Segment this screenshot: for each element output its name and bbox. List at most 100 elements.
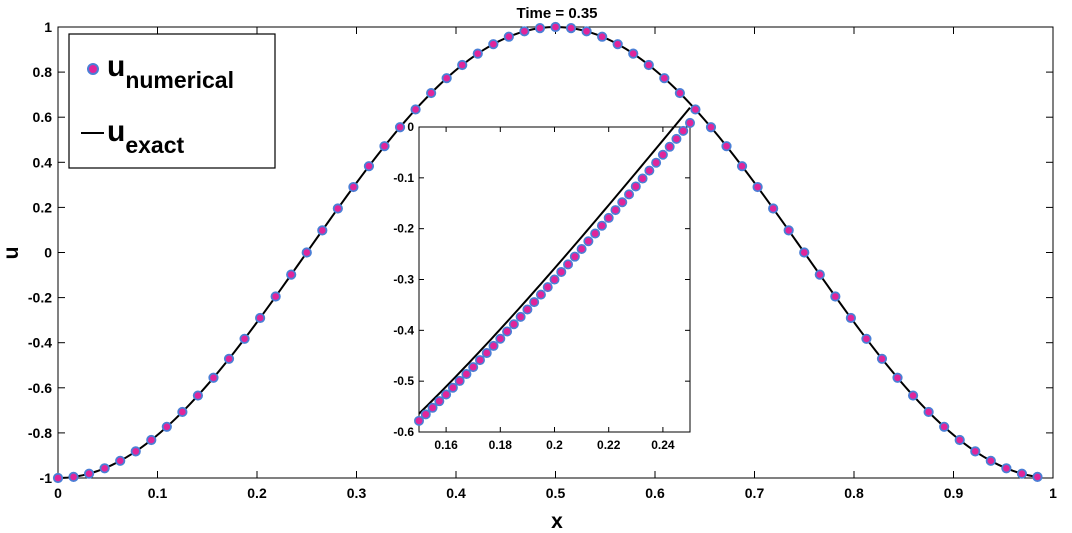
inset-x-tick-label: 0.2 <box>546 438 563 452</box>
inset-numerical-point <box>508 319 519 330</box>
numerical-point <box>270 291 281 302</box>
inset-numerical-point <box>678 125 689 136</box>
numerical-point <box>363 161 375 172</box>
inset-numerical-point <box>454 375 465 386</box>
inset-y-tick-label: 0 <box>407 120 414 134</box>
inset-numerical-point <box>603 212 614 223</box>
numerical-point <box>861 333 872 344</box>
numerical-point <box>923 406 934 418</box>
numerical-point <box>581 26 592 37</box>
inset-numerical-point <box>630 181 641 192</box>
numerical-point <box>1016 468 1028 479</box>
numerical-point <box>830 291 841 302</box>
numerical-point <box>597 31 608 42</box>
inset-numerical-point <box>644 165 655 176</box>
numerical-point <box>845 312 856 324</box>
inset-exact-line <box>418 107 691 415</box>
legend: unumerical uexact <box>68 33 276 169</box>
inset-numerical-point <box>684 117 695 128</box>
numerical-point <box>970 446 981 457</box>
inset-x-tick-label: 0.22 <box>597 438 621 452</box>
x-tick-label: 0.9 <box>944 485 964 501</box>
inset-numerical-point <box>563 259 574 270</box>
inset-numerical-point <box>529 297 540 308</box>
y-tick-label: 1 <box>44 19 52 35</box>
numerical-point <box>223 353 235 364</box>
numerical-point <box>472 48 483 59</box>
numerical-point <box>892 372 903 383</box>
y-tick-label: 0.6 <box>33 109 53 125</box>
inset-numerical-point <box>610 205 621 216</box>
inset-numerical-point <box>420 409 431 420</box>
numerical-point <box>161 421 172 432</box>
inset-numerical-point <box>427 402 438 413</box>
numerical-point <box>457 59 468 71</box>
x-tick-label: 0.3 <box>347 485 367 501</box>
inset-x-tick-label: 0.24 <box>651 438 675 452</box>
numerical-point <box>301 247 312 258</box>
y-tick-label: -1 <box>40 470 53 486</box>
inset-numerical-point <box>637 173 648 184</box>
inset-numerical-point <box>664 141 675 152</box>
numerical-point <box>954 434 965 446</box>
numerical-point <box>1001 463 1012 474</box>
inset-numerical-point <box>481 348 492 359</box>
inset-ticks: 0.16 0.18 0.2 0.22 0.24 -0.6 -0.5 -0.4 -0.3 -0.2 -… <box>393 120 690 452</box>
y-tick-label: 0.2 <box>33 199 53 215</box>
numerical-point <box>705 122 717 133</box>
numerical-point <box>752 181 763 193</box>
numerical-point <box>379 141 390 152</box>
y-tick-label: -0.2 <box>28 290 52 306</box>
numerical-point <box>99 463 110 474</box>
inset-numerical-point <box>413 415 424 426</box>
x-tick-label: 0.1 <box>148 485 168 501</box>
numerical-point <box>426 87 437 99</box>
numerical-point <box>503 31 514 42</box>
numerical-point <box>721 141 732 152</box>
inset-numerical-point <box>502 326 513 337</box>
inset-numerical-point <box>461 369 472 380</box>
numerical-point <box>68 471 79 483</box>
legend-numerical-marker <box>87 63 99 75</box>
y-tick-label: 0.4 <box>33 154 53 170</box>
inset-y-tick-label: -0.1 <box>393 171 414 185</box>
numerical-point <box>907 390 919 401</box>
numerical-point <box>565 22 577 34</box>
inset-numerical-point <box>542 282 553 293</box>
numerical-point <box>550 21 561 33</box>
y-tick-label: -0.6 <box>28 380 52 396</box>
inset-numerical-point <box>522 304 533 315</box>
x-tick-label: 0.7 <box>745 485 765 501</box>
numerical-point <box>146 434 157 446</box>
inset-numerical-point <box>569 251 580 262</box>
inset-numerical-point <box>583 236 594 247</box>
numerical-point <box>534 22 546 34</box>
inset-numerical-point <box>576 243 587 254</box>
inset-numerical-point <box>434 396 445 407</box>
inset-y-tick-label: -0.5 <box>393 374 414 388</box>
x-tick-label: 0.5 <box>546 485 566 501</box>
inset-y-tick-label: -0.2 <box>393 222 414 236</box>
numerical-point <box>286 269 297 280</box>
numerical-point <box>208 372 219 383</box>
x-tick-label: 1 <box>1049 485 1057 501</box>
numerical-point <box>783 225 794 236</box>
x-tick-label: 0 <box>54 485 62 501</box>
inset-numerical-point <box>488 340 499 351</box>
inset-x-tick-label: 0.18 <box>489 438 513 452</box>
numerical-point <box>768 203 779 214</box>
numerical-point <box>317 225 328 236</box>
inset-y-tick-label: -0.4 <box>393 323 414 337</box>
numerical-point <box>674 87 685 99</box>
numerical-point <box>130 446 141 457</box>
numerical-point <box>394 122 406 133</box>
numerical-point <box>643 59 654 71</box>
numerical-point <box>985 455 996 466</box>
legend-box <box>68 33 276 169</box>
numerical-point <box>628 48 639 59</box>
numerical-point <box>612 39 623 50</box>
y-tick-label: -0.8 <box>28 425 52 441</box>
inset-numerical-point <box>515 311 526 322</box>
inset-numerical-point <box>590 228 601 239</box>
